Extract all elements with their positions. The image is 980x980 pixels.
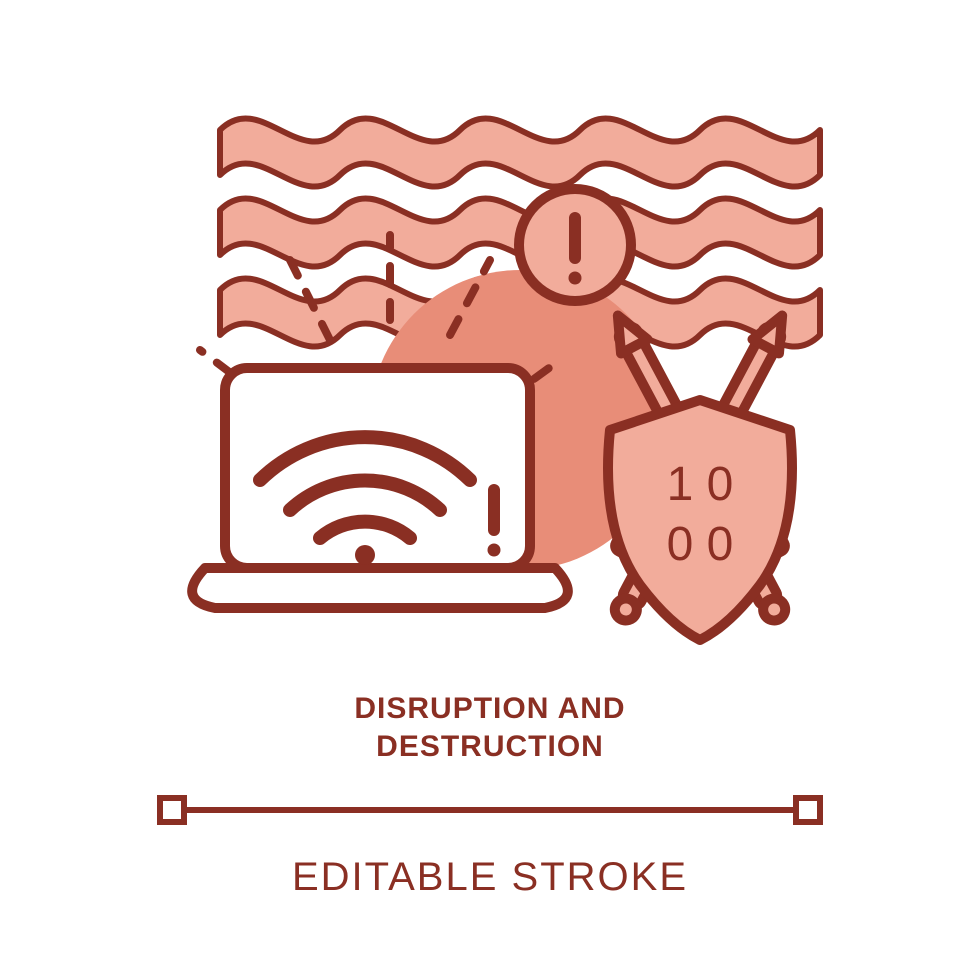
shield-text-row2: 0 0 <box>667 518 734 571</box>
infographic-card: 1 0 0 0 DISRUPTION AND DESTRUCTION EDITA… <box>0 0 980 980</box>
subtitle-text: EDITABLE STROKE <box>292 855 688 899</box>
shield-text-row1: 1 0 <box>667 458 734 511</box>
illustration: 1 0 0 0 <box>0 0 980 980</box>
title-line-2: DESTRUCTION <box>376 730 604 763</box>
infographic-title: DISRUPTION AND DESTRUCTION <box>0 690 980 766</box>
alert-circle-icon <box>519 189 631 301</box>
divider-line <box>160 798 820 822</box>
infographic-subtitle: EDITABLE STROKE <box>0 855 980 900</box>
laptop-icon <box>192 368 568 608</box>
title-line-1: DISRUPTION AND <box>354 692 625 725</box>
